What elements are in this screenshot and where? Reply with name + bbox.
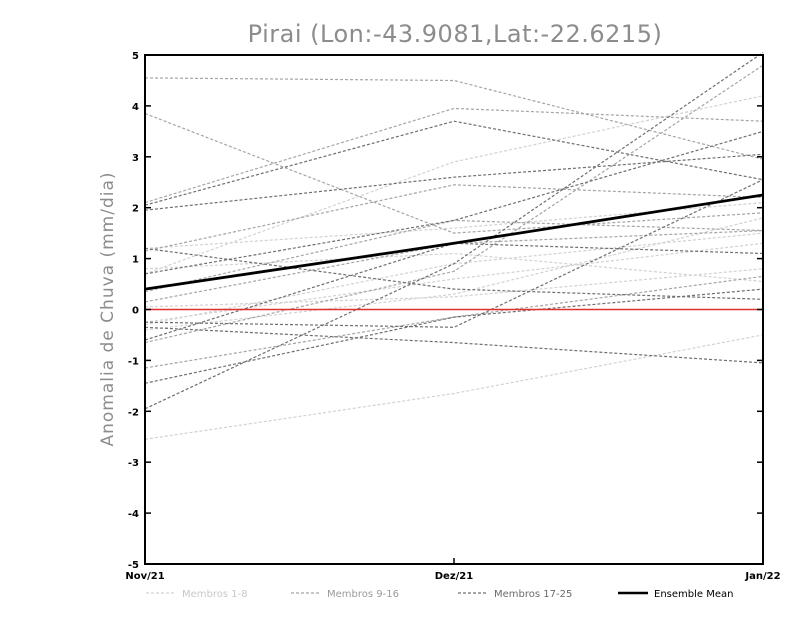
member-line-m17 (144, 120, 764, 206)
series-group-3 (144, 52, 764, 410)
chart-title: Pirai (Lon:-43.9081,Lat:-22.6215) (248, 20, 663, 48)
member-line-m20 (144, 130, 764, 275)
x-axis-ticks: Nov/21 Dez/21 Jan/22 (125, 558, 781, 582)
plot-lines (144, 52, 764, 440)
member-line-m8 (144, 232, 764, 326)
series-group-1 (144, 95, 764, 440)
series-group-2 (144, 64, 764, 369)
y-tick-label: 0 (132, 306, 139, 317)
ensemble-mean-line (144, 193, 764, 291)
member-line-m16 (144, 230, 764, 303)
x-tick-label: Dez/21 (435, 571, 474, 582)
member-line-m3 (144, 242, 764, 323)
y-tick-label: 4 (132, 102, 139, 113)
member-line-m23 (144, 52, 764, 410)
member-line-m1 (144, 334, 764, 440)
y-tick-label: 2 (132, 204, 139, 215)
member-line-m19 (144, 247, 764, 300)
member-line-m21 (144, 326, 764, 364)
legend: Membros 1-8 Membros 9-16 Membros 17-25 Ense… (146, 589, 733, 600)
member-line-m25 (144, 179, 764, 328)
y-tick-label: -3 (128, 458, 139, 469)
legend-label-3: Membros 17-25 (494, 589, 572, 600)
member-line-m15 (144, 275, 764, 369)
x-tick-label: Jan/22 (744, 571, 780, 582)
x-tick-label: Nov/21 (125, 571, 164, 582)
legend-label-4: Ensemble Mean (654, 589, 733, 600)
member-line-m24 (144, 242, 764, 341)
y-axis-label: Anomalia de Chuva (mm/dia) (98, 171, 118, 446)
member-line-m18 (144, 153, 764, 211)
member-line-m11 (144, 107, 764, 204)
legend-label-2: Membros 9-16 (327, 589, 399, 600)
member-line-m13 (144, 64, 764, 344)
y-tick-label: 5 (132, 51, 139, 62)
member-line-m22 (144, 288, 764, 384)
y-tick-label: -1 (128, 356, 139, 367)
member-line-m5 (144, 217, 764, 331)
y-tick-label: -5 (128, 560, 139, 571)
member-line-m10 (144, 112, 764, 234)
member-line-m2 (144, 268, 764, 308)
member-line-m9 (144, 77, 764, 160)
member-line-m12 (144, 219, 764, 293)
member-line-m14 (144, 184, 764, 252)
y-axis-ticks: -5 -4 -3 -2 -1 0 1 2 3 4 5 (128, 51, 763, 571)
y-tick-label: 1 (132, 255, 139, 266)
y-tick-label: -2 (128, 407, 139, 418)
y-tick-label: 3 (132, 153, 139, 164)
y-tick-label: -4 (128, 509, 139, 520)
legend-label-1: Membros 1-8 (182, 589, 248, 600)
member-line-m7 (144, 252, 764, 283)
